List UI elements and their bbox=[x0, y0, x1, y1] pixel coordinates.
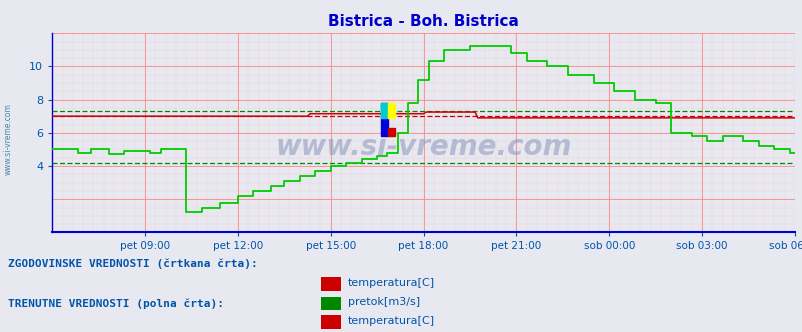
Bar bbox=[387, 128, 394, 136]
Text: pretok[m3/s]: pretok[m3/s] bbox=[347, 297, 419, 307]
Text: ZGODOVINSKE VREDNOSTI (črtkana črta):: ZGODOVINSKE VREDNOSTI (črtkana črta): bbox=[8, 259, 257, 269]
Text: www.si-vreme.com: www.si-vreme.com bbox=[275, 133, 571, 161]
Text: temperatura[C]: temperatura[C] bbox=[347, 278, 434, 288]
Text: temperatura[C]: temperatura[C] bbox=[347, 316, 434, 326]
Bar bbox=[387, 103, 394, 118]
Title: Bistrica - Boh. Bistrica: Bistrica - Boh. Bistrica bbox=[328, 14, 518, 29]
Text: www.si-vreme.com: www.si-vreme.com bbox=[3, 104, 13, 175]
Bar bbox=[381, 103, 387, 136]
Bar bbox=[381, 103, 387, 118]
Text: TRENUTNE VREDNOSTI (polna črta):: TRENUTNE VREDNOSTI (polna črta): bbox=[8, 298, 224, 309]
